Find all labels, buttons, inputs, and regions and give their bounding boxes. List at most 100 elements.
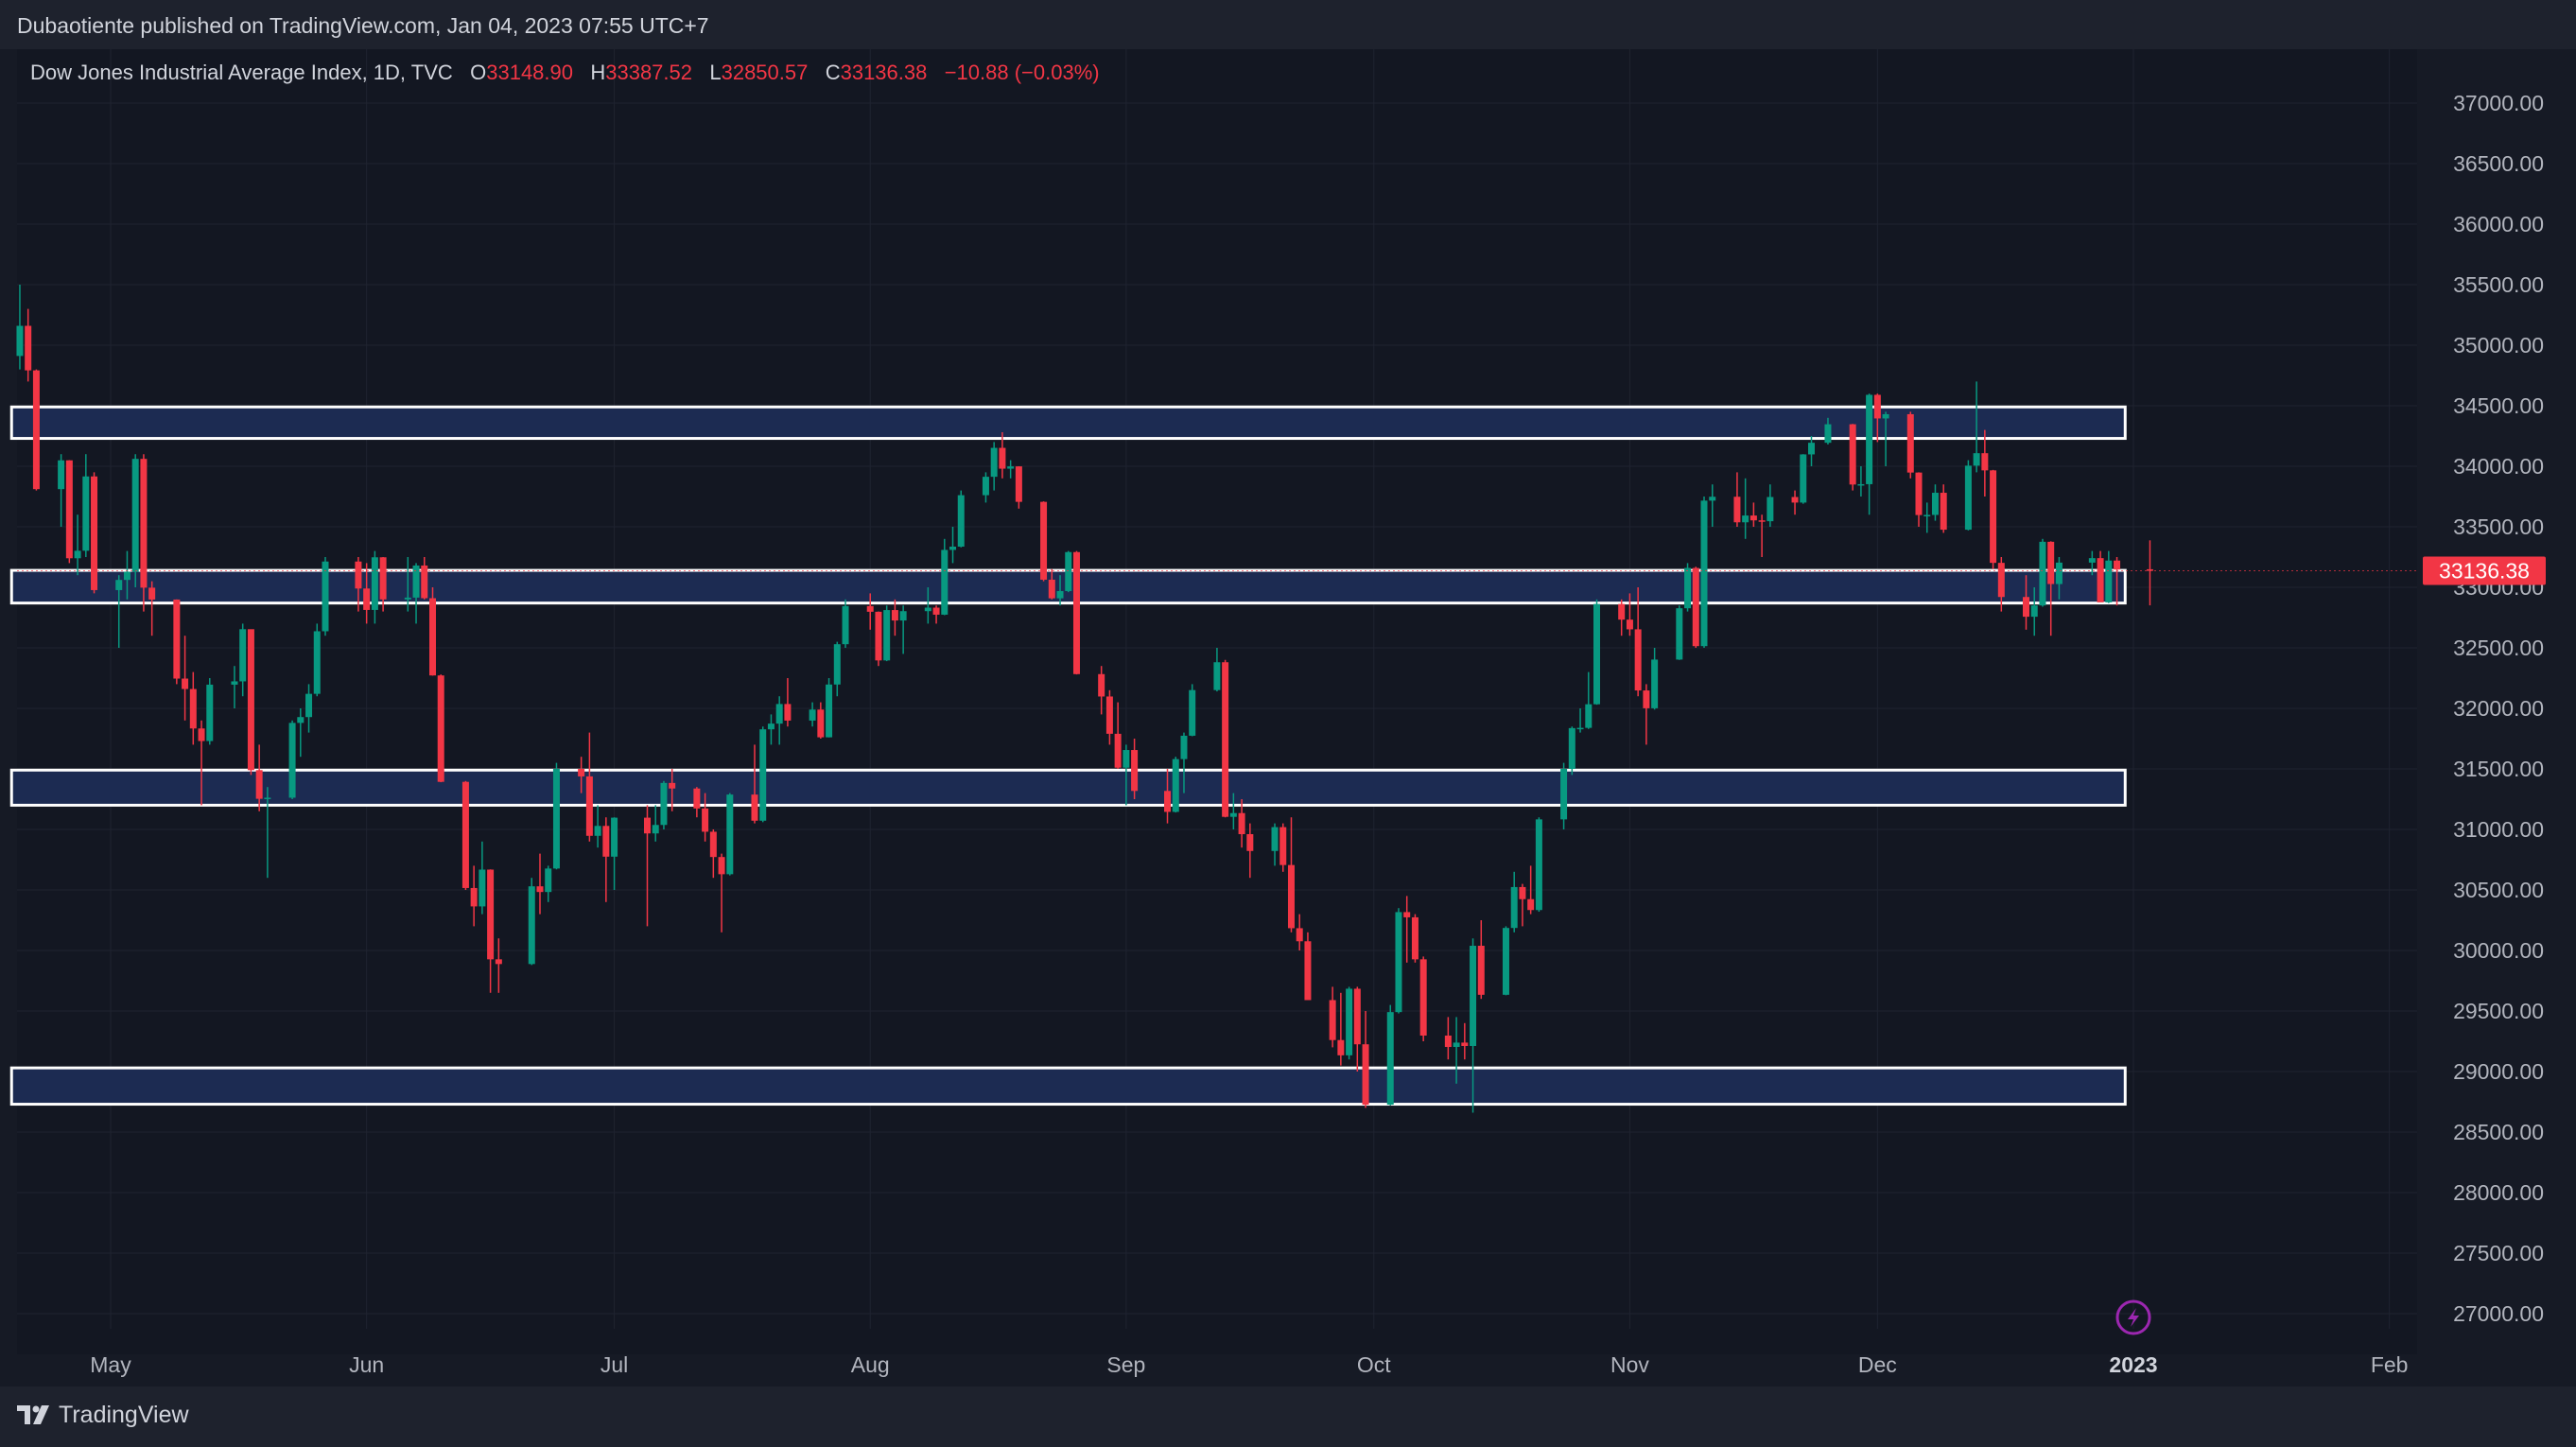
candle [1923,502,1931,533]
candle-body [536,886,544,893]
candlestick-chart[interactable]: 27000.00 27500.00 28000.00 28500.00 29000.00… [0,0,2576,1386]
price-axis[interactable]: 27000.00 27500.00 28000.00 28500.00 29000.00… [2423,91,2546,1326]
tradingview-logo[interactable]: TradingView [17,1402,189,1429]
candle-body [1346,988,1353,1055]
candle [437,674,444,783]
candle-body [437,675,444,782]
candle-body [1461,1042,1469,1046]
candle [1065,550,1072,593]
candle [1808,436,1816,466]
price-tick-label: 27000.00 [2453,1301,2544,1326]
time-axis[interactable]: May Jun Jul Aug Sep Oct Nov Dec 2023 Feb [90,1352,2408,1377]
last-price-tag-label: 33136.38 [2439,559,2530,584]
price-tick-label: 37000.00 [2453,91,2544,115]
candle [1576,708,1584,733]
candle [982,472,989,503]
candle-body [1403,912,1411,917]
candle [189,671,197,745]
candle [1634,587,1642,697]
chart-area[interactable] [17,49,2417,1354]
candle-body [578,769,585,776]
lightning-icon[interactable] [2115,1299,2151,1335]
candle [379,557,387,612]
candle-body [371,557,378,610]
candle-body [255,770,263,799]
candle-body [305,693,313,718]
candle [1873,393,1881,443]
candle [1915,472,1923,527]
candle-body [1329,1000,1336,1040]
price-tick-label: 31000.00 [2453,817,2544,842]
candle-body [16,325,24,357]
candle-body [412,565,420,598]
candle-body [1709,497,1716,501]
candle [288,720,296,799]
candle [305,684,313,733]
candle-body [660,782,668,826]
candle [1626,593,1633,636]
candle [2097,550,2104,602]
candle [247,629,254,776]
candle-body [1915,472,1923,515]
candle [1973,381,1980,473]
candle [479,841,486,915]
candle [585,732,593,842]
zone-box[interactable] [9,405,2127,441]
candle-body [173,599,181,679]
candle [1271,823,1279,866]
candle [1419,956,1427,1041]
candle-body [1824,424,1832,444]
candle-body [1238,812,1245,834]
candle-body [1800,454,1807,503]
symbol-name: Dow Jones Industrial Average Index, 1D, … [30,61,453,84]
candle [91,472,98,594]
publication-bar: Dubaotiente published on TradingView.com… [0,0,2576,49]
candle-body [899,611,907,621]
candle-body [2088,558,2096,563]
candle [355,557,362,612]
candle-body [1065,551,1072,591]
candle [322,557,329,636]
candle-body [2055,562,2063,584]
candle-body [809,709,816,721]
time-tick-label: Oct [1357,1352,1391,1377]
candle [1502,926,1509,996]
candle [1906,411,1914,479]
tradingview-logo-icon [17,1404,49,1424]
zone-box[interactable] [9,1066,2127,1107]
zone-box[interactable] [9,768,2127,807]
close-value: 33136.38 [840,61,928,84]
candle [1353,986,1361,1072]
candle [2039,538,2046,607]
candle [2114,557,2121,606]
candle-body [751,794,758,821]
candle-body [470,887,478,907]
candle-body [131,459,139,572]
candle-body [891,610,898,621]
candle [74,514,81,576]
price-tick-label: 33500.00 [2453,514,2544,539]
candle [1461,1022,1469,1060]
candle-body [198,728,205,741]
candle-body [842,605,849,645]
high-label: H [590,61,606,84]
publication-info: Dubaotiente published on TradingView.com… [17,13,709,38]
footer-bar: TradingView [0,1386,2576,1447]
candle [173,599,181,685]
candle-body [1411,916,1419,960]
candle [899,605,907,654]
candle [1964,460,1972,531]
candle [784,678,792,727]
candle [1585,671,1593,729]
candle [2146,540,2153,606]
price-tick-label: 28000.00 [2453,1180,2544,1205]
high-value: 33387.52 [605,61,692,84]
candle-body [428,598,436,676]
candle-body [32,370,40,490]
candle-body [784,704,792,721]
candle [2055,557,2063,600]
price-tick-label: 32500.00 [2453,636,2544,660]
candle [1395,908,1402,1014]
candle-body [1213,662,1221,690]
candle-body [2097,558,2104,602]
